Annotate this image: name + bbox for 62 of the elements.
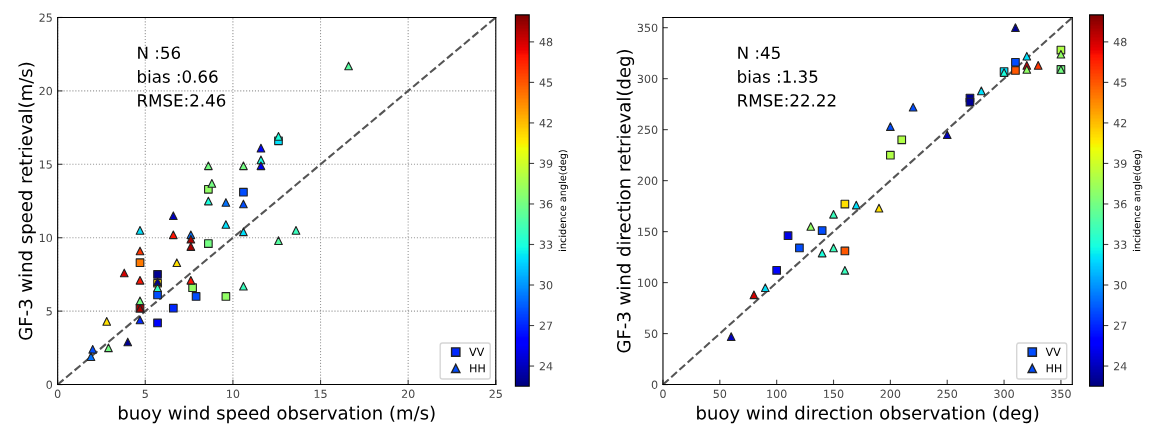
x-tick-label: 300 xyxy=(994,389,1014,399)
y-tick-label: 25 xyxy=(39,13,52,22)
color-bar-label: 42 xyxy=(539,118,552,128)
color-bar-label: 27 xyxy=(539,321,553,330)
y-tick-label: 10 xyxy=(39,233,53,243)
annotation: bias :0.66 xyxy=(138,69,218,83)
x-tick-label: 25 xyxy=(489,389,502,399)
x-tick-label: 20 xyxy=(401,389,415,399)
x-tick-label: 0 xyxy=(54,389,61,399)
color-bar-label: 39 xyxy=(1113,159,1127,168)
y-tick-label: 300 xyxy=(637,74,658,84)
legend-label: HH xyxy=(470,364,485,373)
x-tick-label: 10 xyxy=(227,389,240,399)
x-tick-label: 250 xyxy=(937,389,958,399)
color-bar-label: 36 xyxy=(1113,199,1127,209)
x-tick-label: 50 xyxy=(713,389,727,399)
annotation: RMSE:2.46 xyxy=(138,94,226,107)
y-tick-label: 50 xyxy=(644,329,658,338)
y-axis-title: GF-3 wind direction retrieval(deg) xyxy=(616,50,635,353)
y-tick-label: 100 xyxy=(638,278,658,287)
y-tick-label: 0 xyxy=(46,380,53,389)
legend-label: VV xyxy=(469,347,485,356)
x-tick-label: 5 xyxy=(142,389,148,399)
color-bar-label: 39 xyxy=(539,159,553,168)
color-bar-label: 36 xyxy=(539,199,553,209)
color-bar-label: 48 xyxy=(539,37,553,47)
color-bar-label: 45 xyxy=(539,78,553,87)
color-bar-label: 27 xyxy=(1113,321,1127,330)
color-bar-label: 30 xyxy=(539,280,553,290)
x-tick-label: 150 xyxy=(824,389,844,399)
annotation: N :56 xyxy=(138,46,181,60)
color-bar-label: 33 xyxy=(1113,240,1127,249)
color-bar-label: 24 xyxy=(539,362,553,371)
y-tick-label: 150 xyxy=(638,227,658,236)
annotation: RMSE:22.22 xyxy=(738,94,836,107)
y-tick-label: 5 xyxy=(46,307,52,316)
annotation: bias :1.35 xyxy=(738,69,818,83)
y-tick-label: 15 xyxy=(39,160,52,169)
color-bar-label: 48 xyxy=(1113,37,1127,47)
x-tick-label: 15 xyxy=(314,389,327,399)
x-axis-title: buoy wind direction observation (deg) xyxy=(697,405,1039,424)
x-tick-label: 0 xyxy=(660,389,666,399)
color-bar-label: 45 xyxy=(1113,78,1127,87)
x-axis-title: buoy wind speed observation (m/s) xyxy=(118,405,435,424)
annotation: N :45 xyxy=(738,46,780,60)
color-bar-label: 30 xyxy=(1113,280,1127,290)
y-tick-label: 350 xyxy=(637,23,658,33)
y-tick-label: 250 xyxy=(637,125,658,135)
x-tick-label: 100 xyxy=(767,389,787,399)
color-bar-label: 24 xyxy=(1113,362,1127,371)
color-bar-title: incidence angle(deg) xyxy=(1132,150,1143,251)
y-tick-label: 20 xyxy=(39,86,53,96)
color-bar-title: incidence angle(deg) xyxy=(558,150,569,251)
y-axis-title: GF-3 wind speed retrieval(m/s) xyxy=(18,62,36,340)
legend-label: VV xyxy=(1045,347,1061,356)
y-tick-label: 200 xyxy=(637,176,658,186)
color-bar-label: 42 xyxy=(1113,118,1127,128)
x-tick-label: 350 xyxy=(1051,389,1071,399)
x-tick-label: 200 xyxy=(880,389,901,399)
y-tick-label: 0 xyxy=(651,380,658,389)
color-bar-label: 33 xyxy=(539,240,553,249)
legend-label: HH xyxy=(1046,364,1062,373)
